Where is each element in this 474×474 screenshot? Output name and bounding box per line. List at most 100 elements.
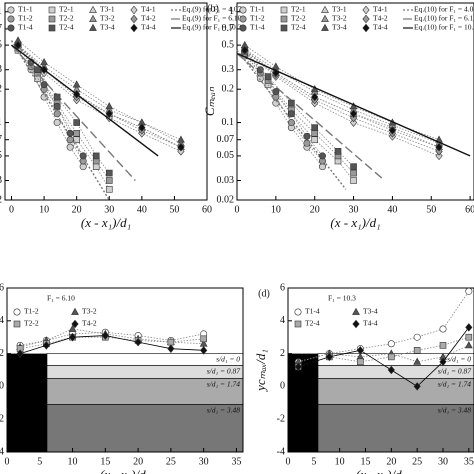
- legend-label: T3-2: [332, 14, 347, 23]
- x-tick-label: 0: [5, 456, 10, 467]
- marker: [349, 109, 358, 119]
- marker: [362, 14, 370, 24]
- marker: [71, 307, 79, 315]
- x-tick-label: 50: [426, 204, 436, 215]
- marker: [311, 136, 319, 144]
- marker: [14, 40, 22, 50]
- annotation: s/d₁ = 0.87: [438, 366, 472, 375]
- marker: [264, 73, 272, 80]
- legend-label: T3-4: [100, 23, 115, 32]
- y-tick-label: -4: [277, 446, 285, 457]
- marker: [89, 14, 97, 22]
- marker: [167, 338, 175, 346]
- legend-item: T2-1: [280, 5, 306, 14]
- marker: [89, 5, 97, 13]
- marker: [464, 341, 473, 349]
- bed-layer: [46, 378, 244, 405]
- marker: [130, 5, 138, 15]
- marker: [48, 6, 56, 14]
- legend-label: T2-1: [291, 5, 306, 14]
- marker: [89, 23, 97, 31]
- series-line: [17, 49, 110, 190]
- series-line: [17, 40, 182, 141]
- x-tick-label: 40: [137, 204, 147, 215]
- y-tick-label: 0.05: [217, 150, 235, 161]
- y-tick-label: 6: [280, 282, 285, 293]
- marker: [318, 152, 326, 160]
- legend-item: T2-1: [48, 5, 74, 14]
- legend-item: T4-2: [71, 319, 97, 329]
- legend-item: T2-2: [13, 319, 39, 328]
- marker: [66, 136, 74, 144]
- y-tick-label: 0.2: [222, 84, 235, 95]
- plot-frame: [236, 2, 474, 201]
- marker: [71, 319, 79, 329]
- step-block: [288, 353, 318, 452]
- marker: [13, 320, 21, 328]
- marker: [435, 151, 443, 161]
- subtitle: F₁ = 6.10: [47, 294, 75, 303]
- x-tick-label: 5: [311, 456, 316, 467]
- legend-item: T1-1: [7, 5, 33, 14]
- marker: [362, 5, 370, 15]
- marker: [66, 129, 74, 137]
- marker: [40, 93, 48, 101]
- marker: [256, 66, 264, 74]
- marker: [311, 92, 319, 102]
- marker: [101, 331, 109, 340]
- legend-label: Eq.(9) for F₁ = 10.3: [182, 23, 242, 32]
- marker: [239, 24, 247, 32]
- legend-label: T4-1: [373, 5, 388, 14]
- legend-item: T2-4: [48, 23, 74, 32]
- legend-label: T1-4: [18, 23, 33, 32]
- y-tick-label: 0.07: [217, 134, 235, 145]
- legend-label: T4-2: [82, 319, 97, 328]
- y-tick-label: 0.5: [0, 39, 2, 50]
- x-tick-label: 35: [464, 456, 474, 467]
- y-tick-label: 1: [229, 6, 234, 17]
- x-axis-title: (x - x₁)/d₁: [356, 467, 406, 474]
- marker: [357, 358, 364, 366]
- x-tick-label: 15: [100, 456, 110, 467]
- series-line: [244, 49, 440, 157]
- marker: [105, 102, 114, 110]
- annotation: s/d₁ = 0.87: [207, 366, 241, 375]
- marker: [7, 15, 15, 23]
- legend-item: T4-4: [362, 23, 388, 33]
- x-tick-label: 30: [349, 204, 359, 215]
- panel: 01020304050600.020.030.050.070.10.20.30.…: [0, 2, 242, 230]
- marker: [7, 6, 15, 14]
- legend-item: T3-1: [89, 5, 115, 14]
- y-tick-label: 4: [0, 315, 4, 326]
- legend-label: T4-4: [141, 23, 156, 32]
- x-tick-label: 10: [68, 456, 78, 467]
- x-tick-label: 60: [202, 204, 212, 215]
- marker: [16, 349, 24, 358]
- marker: [303, 139, 311, 147]
- x-tick-label: 35: [231, 456, 241, 467]
- marker: [92, 152, 100, 160]
- x-tick-label: 25: [412, 456, 422, 467]
- marker: [53, 93, 61, 101]
- marker: [177, 142, 185, 152]
- marker: [350, 169, 357, 177]
- legend-item: Eq.(9) for F₁ = 4.07: [171, 5, 242, 14]
- marker: [387, 365, 395, 375]
- legend-item: T4-4: [352, 319, 378, 329]
- series-line: [244, 55, 323, 167]
- marker: [294, 362, 302, 371]
- marker: [66, 143, 74, 151]
- legend-label: T2-1: [59, 5, 74, 14]
- panel: s/d₁ = 0 s/d₁ = 0.87 s/d₁ = 1.74 s/d₁ = 3.4…: [0, 282, 244, 474]
- marker: [362, 23, 370, 33]
- x-tick-label: 0: [286, 456, 291, 467]
- marker: [34, 66, 41, 74]
- marker: [325, 352, 333, 362]
- legend-item: T2-2: [48, 14, 74, 23]
- legend-item: T3-4: [89, 23, 115, 32]
- legend-label: T2-4: [291, 23, 306, 32]
- x-axis-title: (x - x₁)/d₁: [81, 215, 131, 230]
- legend-label: T1-4: [250, 23, 265, 32]
- marker: [439, 357, 447, 367]
